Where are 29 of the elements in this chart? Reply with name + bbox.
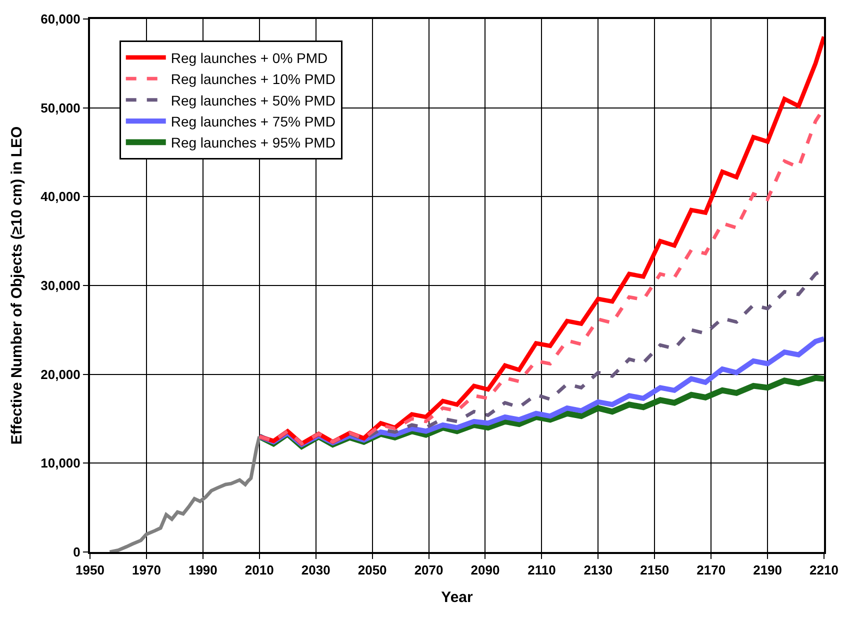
x-tick-label: 1990 [188,562,218,578]
x-axis-title: Year [441,589,474,606]
legend-label: Reg launches + 0% PMD [170,50,328,66]
x-tick-label: 2070 [414,562,444,578]
x-tick-label: 2150 [640,562,670,578]
y-tick-label: 50,000 [40,100,80,116]
y-tick-label: 40,000 [40,189,80,204]
y-tick-label: 0 [73,544,80,560]
x-tick-label: 2030 [301,562,330,578]
x-tick-label: 2210 [810,562,838,578]
legend-label: Reg launches + 95% PMD [170,134,336,151]
legend-label: Reg launches + 75% PMD [170,113,336,130]
x-tick-label: 2110 [528,562,556,578]
line-series [108,434,262,552]
x-tick-label: 2050 [358,562,387,578]
x-tick-label: 2010 [244,562,274,578]
x-tick-label: 1950 [76,562,104,578]
legend-label: Reg launches + 10% PMD [170,71,336,88]
y-tick-label: 20,000 [40,366,80,382]
x-tick-label: 2170 [696,562,726,578]
x-tick-label: 1970 [132,562,161,578]
y-tick-label: 60,000 [40,12,80,27]
x-tick-label: 2090 [470,562,500,578]
legend-label: Reg launches + 50% PMD [170,92,336,108]
y-axis-title: Effective Number of Objects (≥10 cm) in LEO [8,126,26,445]
y-tick-label: 30,000 [40,278,80,294]
y-tick-label: 10,000 [40,456,80,471]
x-tick-label: 2190 [753,562,782,578]
x-tick-label: 2130 [584,562,613,578]
